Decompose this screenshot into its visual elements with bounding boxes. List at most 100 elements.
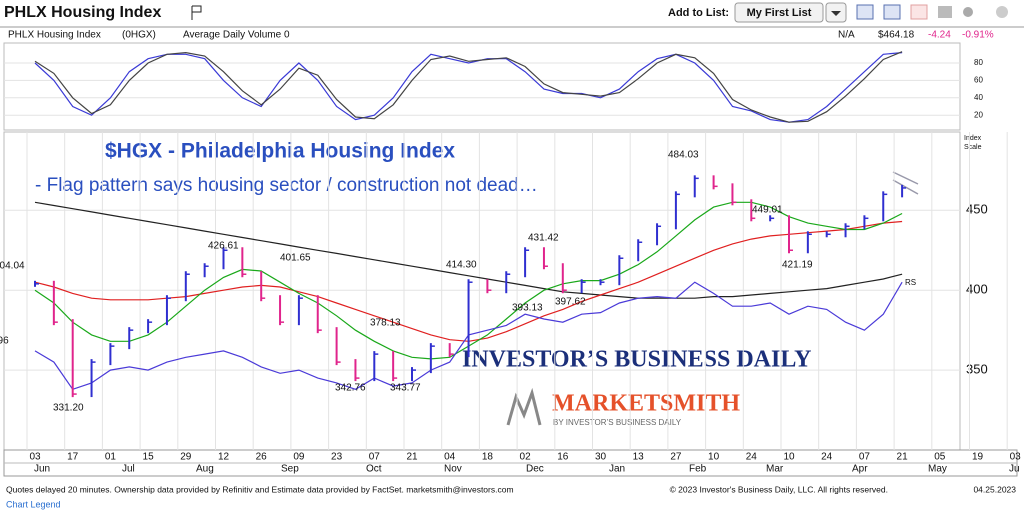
x-tick-label: 21 <box>897 452 909 463</box>
price-label: 342.76 <box>335 383 366 394</box>
info-na: N/A <box>838 30 855 41</box>
info-name: PHLX Housing Index <box>8 30 101 41</box>
chart-icon[interactable] <box>856 4 874 20</box>
info-change-pct: -0.91% <box>962 30 994 41</box>
page-title: PHLX Housing Index <box>4 4 161 21</box>
chart-title: $HGX - Philadelphia Housing Index <box>105 140 455 163</box>
y-tick-label: 350 <box>966 362 988 377</box>
y-tick-label: 40 <box>974 93 983 102</box>
price-label: 426.61 <box>208 241 239 252</box>
x-tick-label: 15 <box>143 452 155 463</box>
x-tick-label: 01 <box>105 452 117 463</box>
price-label: 393.13 <box>512 303 543 314</box>
price-label: 331.20 <box>53 403 84 414</box>
month-label: Oct <box>366 464 382 475</box>
compare-icon[interactable] <box>910 4 928 20</box>
x-tick-label: 23 <box>331 452 343 463</box>
print-icon[interactable] <box>938 6 952 18</box>
footer-right: © 2023 Investor's Business Daily, LLC. A… <box>670 484 888 494</box>
rs-label: RS <box>905 278 916 287</box>
y-tick-label: 20 <box>974 110 983 119</box>
x-tick-label: 05 <box>934 452 946 463</box>
month-label: Jan <box>609 464 625 475</box>
x-tick-label: 03 <box>29 452 41 463</box>
x-tick-label: 26 <box>256 452 268 463</box>
ms-logo-mark <box>506 387 542 426</box>
x-tick-label: 16 <box>557 452 569 463</box>
x-tick-label: 03 <box>1010 452 1022 463</box>
price-label: 397.62 <box>555 297 586 308</box>
ms-sub: BY INVESTOR’S BUSINESS DAILY <box>553 418 682 427</box>
month-label: Jul <box>122 464 135 475</box>
price-label: 378.13 <box>370 318 401 329</box>
add-to-list-label: Add to List: <box>668 7 729 19</box>
x-tick-label: 29 <box>180 452 192 463</box>
price-label: 414.30 <box>446 260 477 271</box>
y-tick-label: 60 <box>974 76 983 85</box>
price-line <box>34 201 903 299</box>
x-tick-label: 13 <box>633 452 645 463</box>
month-label: Mar <box>766 464 784 475</box>
y-tick-label: 450 <box>966 202 988 217</box>
info-change: -4.24 <box>928 30 951 41</box>
month-label: Aug <box>196 464 214 475</box>
info-volume: Average Daily Volume 0 <box>183 30 290 41</box>
month-label: Dec <box>526 464 544 475</box>
price-label: 343.77 <box>390 383 421 394</box>
arrow-icon <box>831 11 841 16</box>
price-label: 396 <box>0 336 9 347</box>
stochastic-panel <box>3 42 961 131</box>
chart-legend-link[interactable]: Chart Legend <box>6 499 61 509</box>
flag-pattern <box>892 171 919 195</box>
x-tick-label: 09 <box>293 452 305 463</box>
y-tick-label: 400 <box>966 282 988 297</box>
x-tick-label: 30 <box>595 452 607 463</box>
price-label: 449.01 <box>752 205 783 216</box>
ms-logo: MARKETSMITH <box>552 391 740 417</box>
x-tick-label: 10 <box>783 452 795 463</box>
month-label: May <box>928 464 947 475</box>
price-label: 404.04 <box>0 261 25 272</box>
help-icon[interactable] <box>996 6 1008 18</box>
x-tick-label: 02 <box>520 452 532 463</box>
x-tick-label: 07 <box>369 452 381 463</box>
price-label: 484.03 <box>668 150 699 161</box>
price-label: 421.19 <box>782 260 813 271</box>
info-symbol: (0HGX) <box>122 30 156 41</box>
x-tick-label: 18 <box>482 452 494 463</box>
month-label: Ju <box>1009 464 1020 475</box>
x-tick-label: 27 <box>670 452 682 463</box>
info-price: $464.18 <box>878 30 915 41</box>
flag-icon[interactable] <box>191 5 202 20</box>
stochastic-line <box>34 52 903 123</box>
x-tick-label: 07 <box>859 452 871 463</box>
tools-icon[interactable] <box>963 7 973 17</box>
x-tick-label: 10 <box>708 452 720 463</box>
list-dropdown[interactable] <box>734 2 824 23</box>
footer-date: 04.25.2023 <box>973 484 1016 494</box>
stochastic-line <box>34 51 903 123</box>
axis-label: Index <box>964 135 982 142</box>
month-label: Jun <box>34 464 50 475</box>
x-tick-label: 24 <box>821 452 833 463</box>
x-tick-label: 19 <box>972 452 984 463</box>
month-label: Nov <box>444 464 462 475</box>
x-tick-label: 12 <box>218 452 230 463</box>
ibd-logo: INVESTOR’S BUSINESS DAILY <box>462 347 811 373</box>
month-label: Sep <box>281 464 299 475</box>
month-label: Feb <box>689 464 707 475</box>
x-tick-label: 24 <box>746 452 758 463</box>
axis-label: Scale <box>964 144 982 151</box>
price-label: 431.42 <box>528 233 559 244</box>
y-tick-label: 80 <box>974 58 983 67</box>
footer-left: Quotes delayed 20 minutes. Ownership dat… <box>6 484 514 494</box>
list-name[interactable]: My First List <box>747 7 812 19</box>
month-label: Apr <box>852 464 868 475</box>
price-label: 401.65 <box>280 253 311 264</box>
chart-subtitle: - Flag pattern says housing sector / con… <box>35 175 538 196</box>
x-tick-label: 04 <box>444 452 456 463</box>
x-tick-label: 21 <box>406 452 418 463</box>
grid-icon[interactable] <box>883 4 901 20</box>
